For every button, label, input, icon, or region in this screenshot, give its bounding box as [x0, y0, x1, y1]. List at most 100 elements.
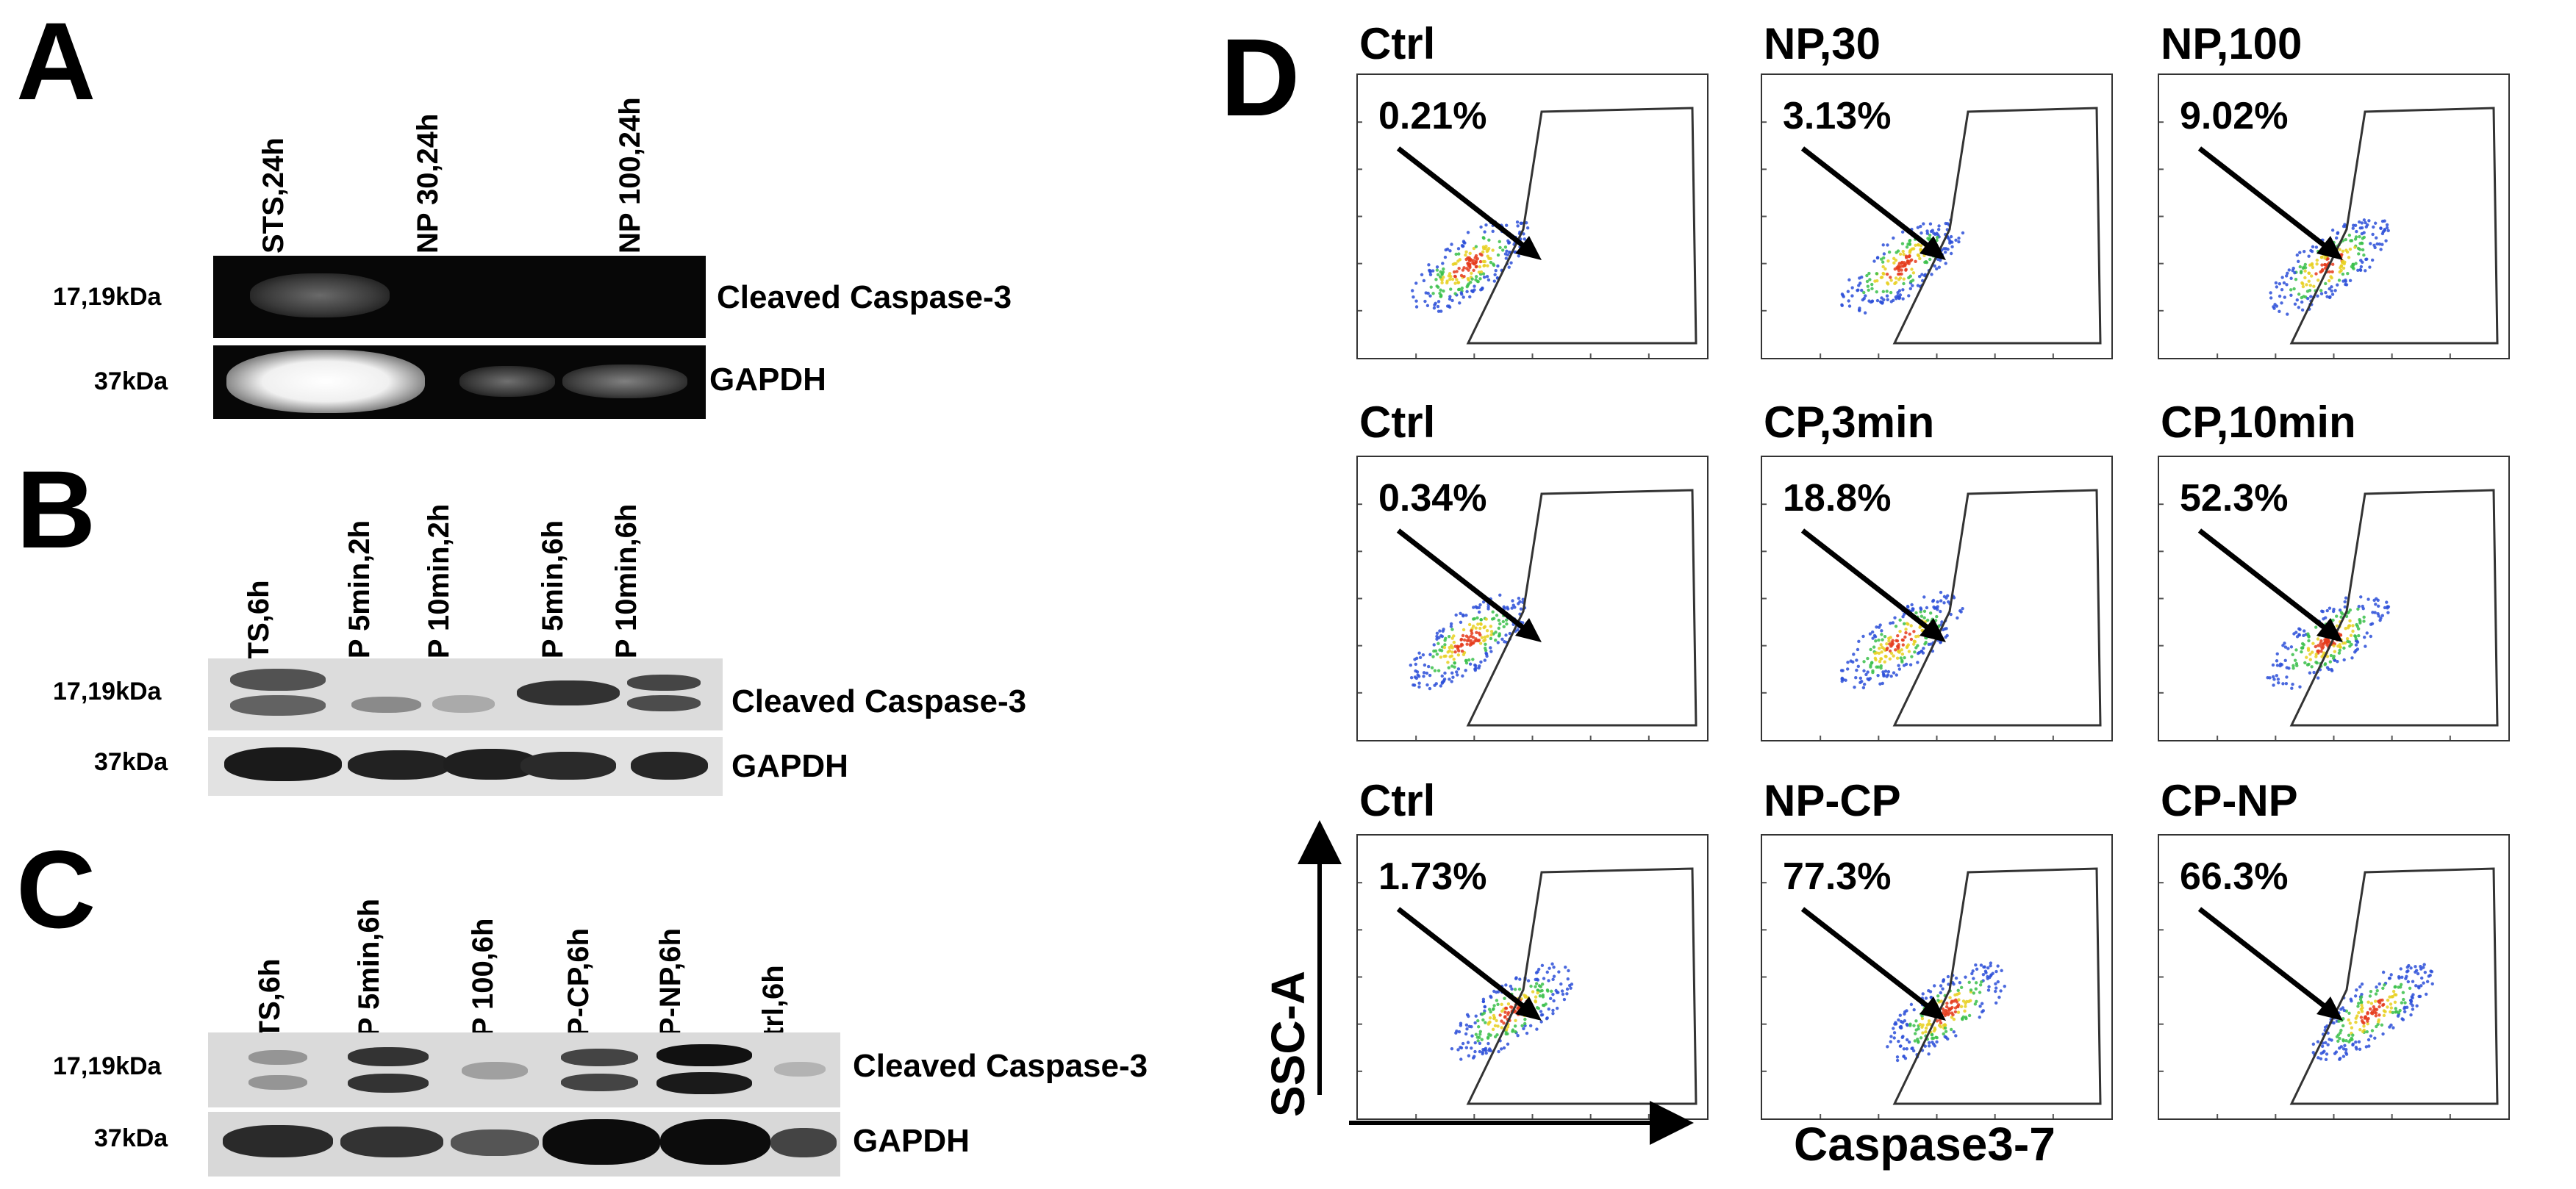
gate-percentage: 77.3%	[1783, 855, 1892, 898]
kda-label-a-2: 37kDa	[94, 367, 168, 395]
gate-percentage: 3.13%	[1783, 95, 1892, 137]
flow-plot-title: NP-CP	[1764, 776, 1901, 825]
band	[561, 1049, 638, 1066]
gate-polygon	[1892, 489, 2102, 727]
band	[348, 1074, 429, 1093]
flow-plot-title: CP-NP	[2161, 776, 2298, 825]
pointer-arrowhead	[2316, 996, 2343, 1021]
blot-b-gapdh	[208, 737, 723, 796]
scatter-cloud	[1839, 590, 1964, 690]
blot-a-caspase3	[213, 256, 706, 338]
band	[351, 697, 421, 713]
y-axis-label: SSC-A	[1262, 970, 1314, 1117]
pointer-arrow	[1800, 146, 1937, 254]
gate-polygon	[2289, 867, 2499, 1105]
pointer-arrow	[1800, 528, 1937, 636]
band	[348, 750, 451, 780]
band	[774, 1062, 826, 1077]
panel-letter-c: C	[16, 827, 96, 951]
protein-label-a-1: Cleaved Caspase-3	[717, 279, 1012, 315]
flow-plot: 18.8%	[1761, 456, 2113, 741]
band	[230, 695, 326, 716]
band	[660, 1119, 770, 1165]
band	[226, 350, 425, 413]
blot-b-caspase3	[208, 658, 723, 730]
scatter-cloud	[1450, 962, 1574, 1061]
band	[656, 1072, 752, 1094]
protein-label-c-2: GAPDH	[853, 1123, 970, 1159]
protein-label-c-1: Cleaved Caspase-3	[853, 1048, 1148, 1084]
pointer-arrowhead	[1920, 618, 1946, 642]
scatter-cloud	[1886, 961, 2006, 1063]
pointer-arrow	[1396, 528, 1533, 636]
pointer-arrow	[2197, 907, 2334, 1014]
blot-c-gapdh	[208, 1112, 840, 1177]
pointer-arrow	[1396, 146, 1533, 254]
band	[248, 1050, 307, 1065]
band	[520, 752, 616, 780]
band	[770, 1128, 837, 1157]
band	[627, 695, 701, 711]
panel-letter-b: B	[16, 448, 96, 571]
kda-label-c-1: 17,19kDa	[53, 1052, 162, 1080]
flow-plot-title: NP,100	[2161, 19, 2303, 68]
flow-plot: 9.02%	[2158, 73, 2510, 359]
gate-percentage: 0.34%	[1378, 477, 1487, 520]
gate-percentage: 1.73%	[1378, 855, 1487, 898]
pointer-arrowhead	[2316, 618, 2343, 642]
gate-polygon	[1892, 107, 2102, 345]
kda-label-a-1: 17,19kDa	[53, 283, 162, 311]
flow-plot: 52.3%	[2158, 456, 2510, 741]
flow-plot: 66.3%	[2158, 834, 2510, 1120]
flow-plot: 0.34%	[1356, 456, 1709, 741]
gate-percentage: 9.02%	[2180, 95, 2289, 137]
gate-percentage: 18.8%	[1783, 477, 1892, 520]
gate-percentage: 0.21%	[1378, 95, 1487, 137]
gate-polygon	[1466, 107, 1697, 345]
band	[543, 1119, 660, 1165]
gate-percentage: 66.3%	[2180, 855, 2289, 898]
band	[348, 1047, 429, 1066]
scatter-cloud	[1840, 218, 1965, 315]
kda-label-c-2: 37kDa	[94, 1124, 168, 1152]
band	[223, 1125, 333, 1157]
protein-label-a-2: GAPDH	[709, 362, 826, 398]
flow-plot-title: Ctrl	[1359, 19, 1436, 68]
panel-letter-a: A	[16, 0, 96, 123]
band	[517, 680, 620, 705]
flow-plot-title: CP,10min	[2161, 398, 2356, 447]
flow-plot: 77.3%	[1761, 834, 2113, 1120]
protein-label-b-1: Cleaved Caspase-3	[731, 683, 1027, 719]
band	[340, 1127, 443, 1157]
band	[562, 364, 687, 398]
pointer-arrowhead	[1515, 236, 1542, 260]
gate-polygon	[1466, 489, 1697, 727]
band	[451, 1129, 539, 1156]
flow-plot-title: Ctrl	[1359, 398, 1436, 447]
kda-label-b-2: 37kDa	[94, 748, 168, 776]
pointer-arrow	[2197, 146, 2334, 254]
pointer-arrowhead	[2316, 236, 2343, 260]
panel-letter-d: D	[1220, 15, 1300, 139]
pointer-arrowhead	[1920, 236, 1946, 260]
blot-a-gapdh	[213, 345, 706, 419]
band	[224, 747, 342, 781]
pointer-arrow	[1800, 907, 1937, 1014]
pointer-arrowhead	[1515, 996, 1542, 1021]
flow-plot-title: CP,3min	[1764, 398, 1935, 447]
pointer-arrow	[2197, 528, 2334, 636]
flow-plot: 1.73%	[1356, 834, 1709, 1120]
band	[631, 752, 708, 780]
band	[432, 695, 495, 713]
band	[459, 366, 555, 397]
band	[230, 669, 326, 691]
gate-polygon	[2289, 107, 2499, 345]
band	[462, 1062, 528, 1080]
protein-label-b-2: GAPDH	[731, 748, 848, 784]
band	[248, 1075, 307, 1090]
flow-plot: 3.13%	[1761, 73, 2113, 359]
flow-plot: 0.21%	[1356, 73, 1709, 359]
band	[656, 1044, 752, 1066]
blot-c-caspase3	[208, 1032, 840, 1107]
